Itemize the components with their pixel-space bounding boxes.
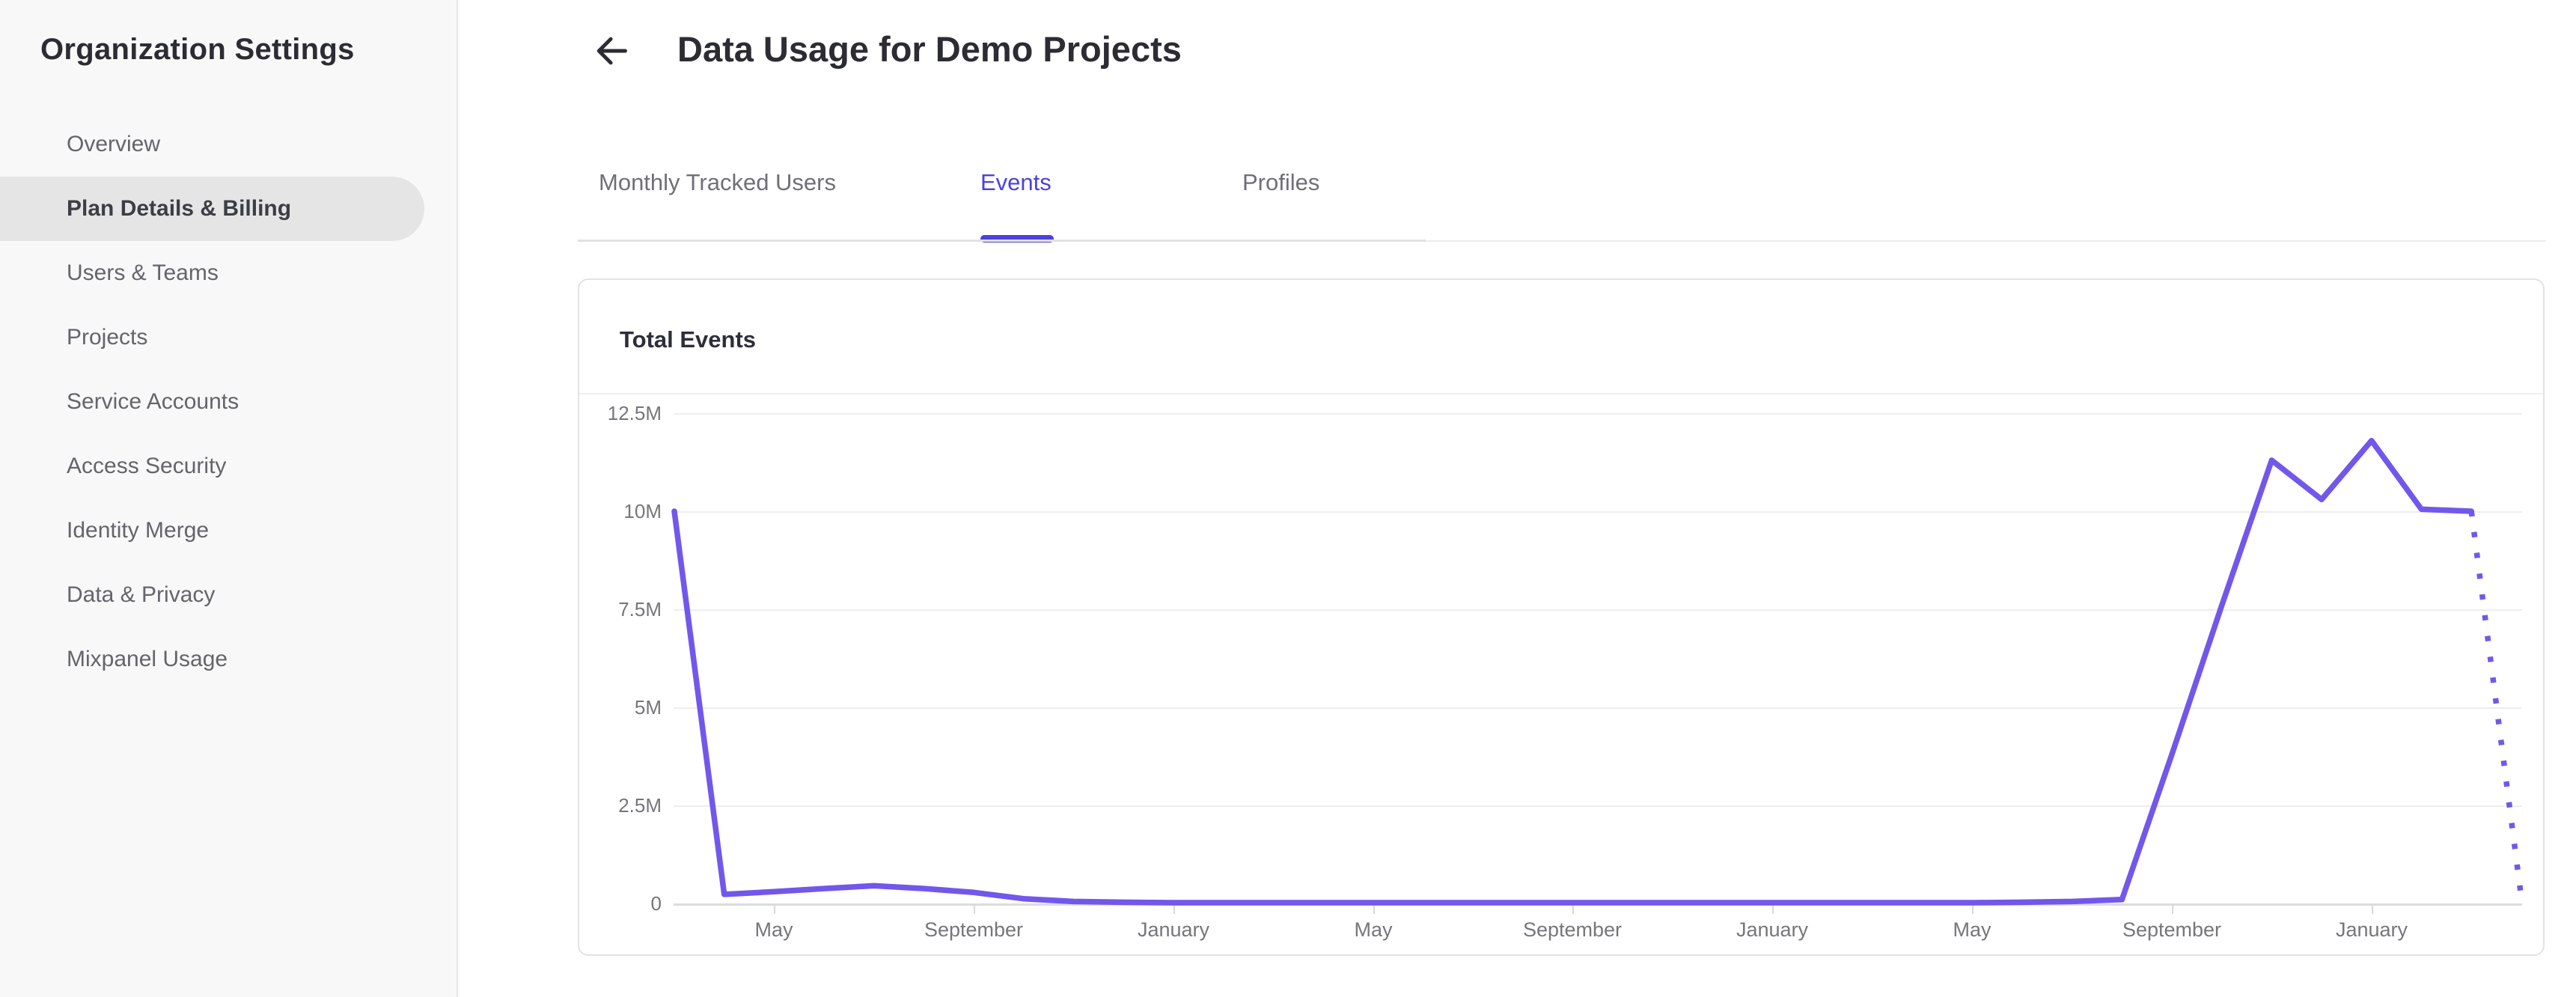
events-line-projected-dotted (2468, 510, 2524, 898)
back-arrow-icon (596, 37, 627, 65)
x-axis-label: May (1354, 918, 1393, 941)
total-events-card: Total Events 12.5M 10M 7.5M 5M 2.5M 0 Ma… (578, 278, 2545, 956)
gridline-7-5m (674, 609, 2522, 611)
sidebar-item-label: Data & Privacy (67, 582, 216, 607)
sidebar-item-label: Service Accounts (67, 389, 239, 414)
x-axis-label: May (754, 918, 793, 941)
content-divider (1426, 240, 2546, 242)
x-axis-tick (1173, 903, 1175, 914)
x-axis-label: September (1522, 918, 1623, 941)
sidebar-item-service-accounts[interactable]: Service Accounts (0, 370, 424, 434)
x-axis-tick (774, 903, 775, 914)
card-header-divider (579, 393, 2543, 394)
active-tab-underline (980, 235, 1054, 243)
tab-profiles[interactable]: Profiles (1242, 169, 1320, 195)
x-axis-tick (2372, 903, 2373, 914)
card-title: Total Events (620, 326, 757, 353)
gridline-5m (674, 707, 2522, 709)
sidebar-item-mixpanel-usage[interactable]: Mixpanel Usage (0, 627, 424, 692)
tab-monthly-tracked-users[interactable]: Monthly Tracked Users (599, 169, 836, 195)
sidebar-item-identity-merge[interactable]: Identity Merge (0, 498, 424, 563)
x-axis-tick (974, 903, 975, 914)
sidebar-item-label: Overview (67, 132, 161, 156)
sidebar-nav: Overview Plan Details & Billing Users & … (0, 112, 457, 692)
y-axis-label: 5M (634, 696, 662, 719)
sidebar-item-users-teams[interactable]: Users & Teams (0, 241, 424, 305)
x-axis-tick (1772, 903, 1774, 914)
y-axis-label: 2.5M (618, 794, 662, 817)
sidebar-item-label: Identity Merge (67, 518, 210, 543)
y-axis-label: 12.5M (607, 402, 662, 424)
back-button[interactable] (591, 30, 633, 72)
sidebar-title: Organization Settings (40, 33, 355, 66)
sidebar-item-access-security[interactable]: Access Security (0, 434, 424, 498)
x-axis-label: May (1953, 918, 1991, 941)
sidebar-item-label: Mixpanel Usage (67, 647, 228, 671)
x-axis-tick (1972, 903, 1974, 914)
sidebar-item-label: Access Security (67, 454, 227, 478)
y-axis-label: 7.5M (618, 598, 662, 621)
x-axis-label: September (924, 918, 1024, 941)
x-axis-tick (1572, 903, 1574, 914)
sidebar-item-data-privacy[interactable]: Data & Privacy (0, 563, 424, 627)
x-axis-line (674, 903, 2522, 906)
sidebar: Organization Settings Overview Plan Deta… (0, 0, 458, 997)
gridline-2-5m (674, 805, 2522, 807)
y-axis-label: 0 (650, 892, 662, 915)
sidebar-item-label: Projects (67, 325, 148, 350)
y-axis-label: 10M (623, 500, 662, 522)
x-axis-label: January (2335, 918, 2408, 941)
tab-bar-border (578, 240, 1426, 242)
x-axis-tick (2172, 903, 2173, 914)
events-line-solid (671, 437, 2474, 906)
sidebar-item-label: Plan Details & Billing (67, 196, 292, 221)
x-axis-tick (1373, 903, 1375, 914)
x-axis-label: January (1736, 918, 1809, 941)
sidebar-item-projects[interactable]: Projects (0, 305, 424, 370)
sidebar-item-plan-details-billing[interactable]: Plan Details & Billing (0, 177, 424, 241)
sidebar-item-overview[interactable]: Overview (0, 112, 424, 177)
gridline-12-5m (674, 413, 2522, 415)
x-axis-label: September (2122, 918, 2222, 941)
tab-events[interactable]: Events (980, 169, 1052, 195)
page-title: Data Usage for Demo Projects (677, 29, 1182, 69)
sidebar-item-label: Users & Teams (67, 260, 219, 285)
gridline-10m (674, 511, 2522, 513)
total-events-line-chart (671, 437, 2524, 906)
x-axis-label: January (1137, 918, 1210, 941)
